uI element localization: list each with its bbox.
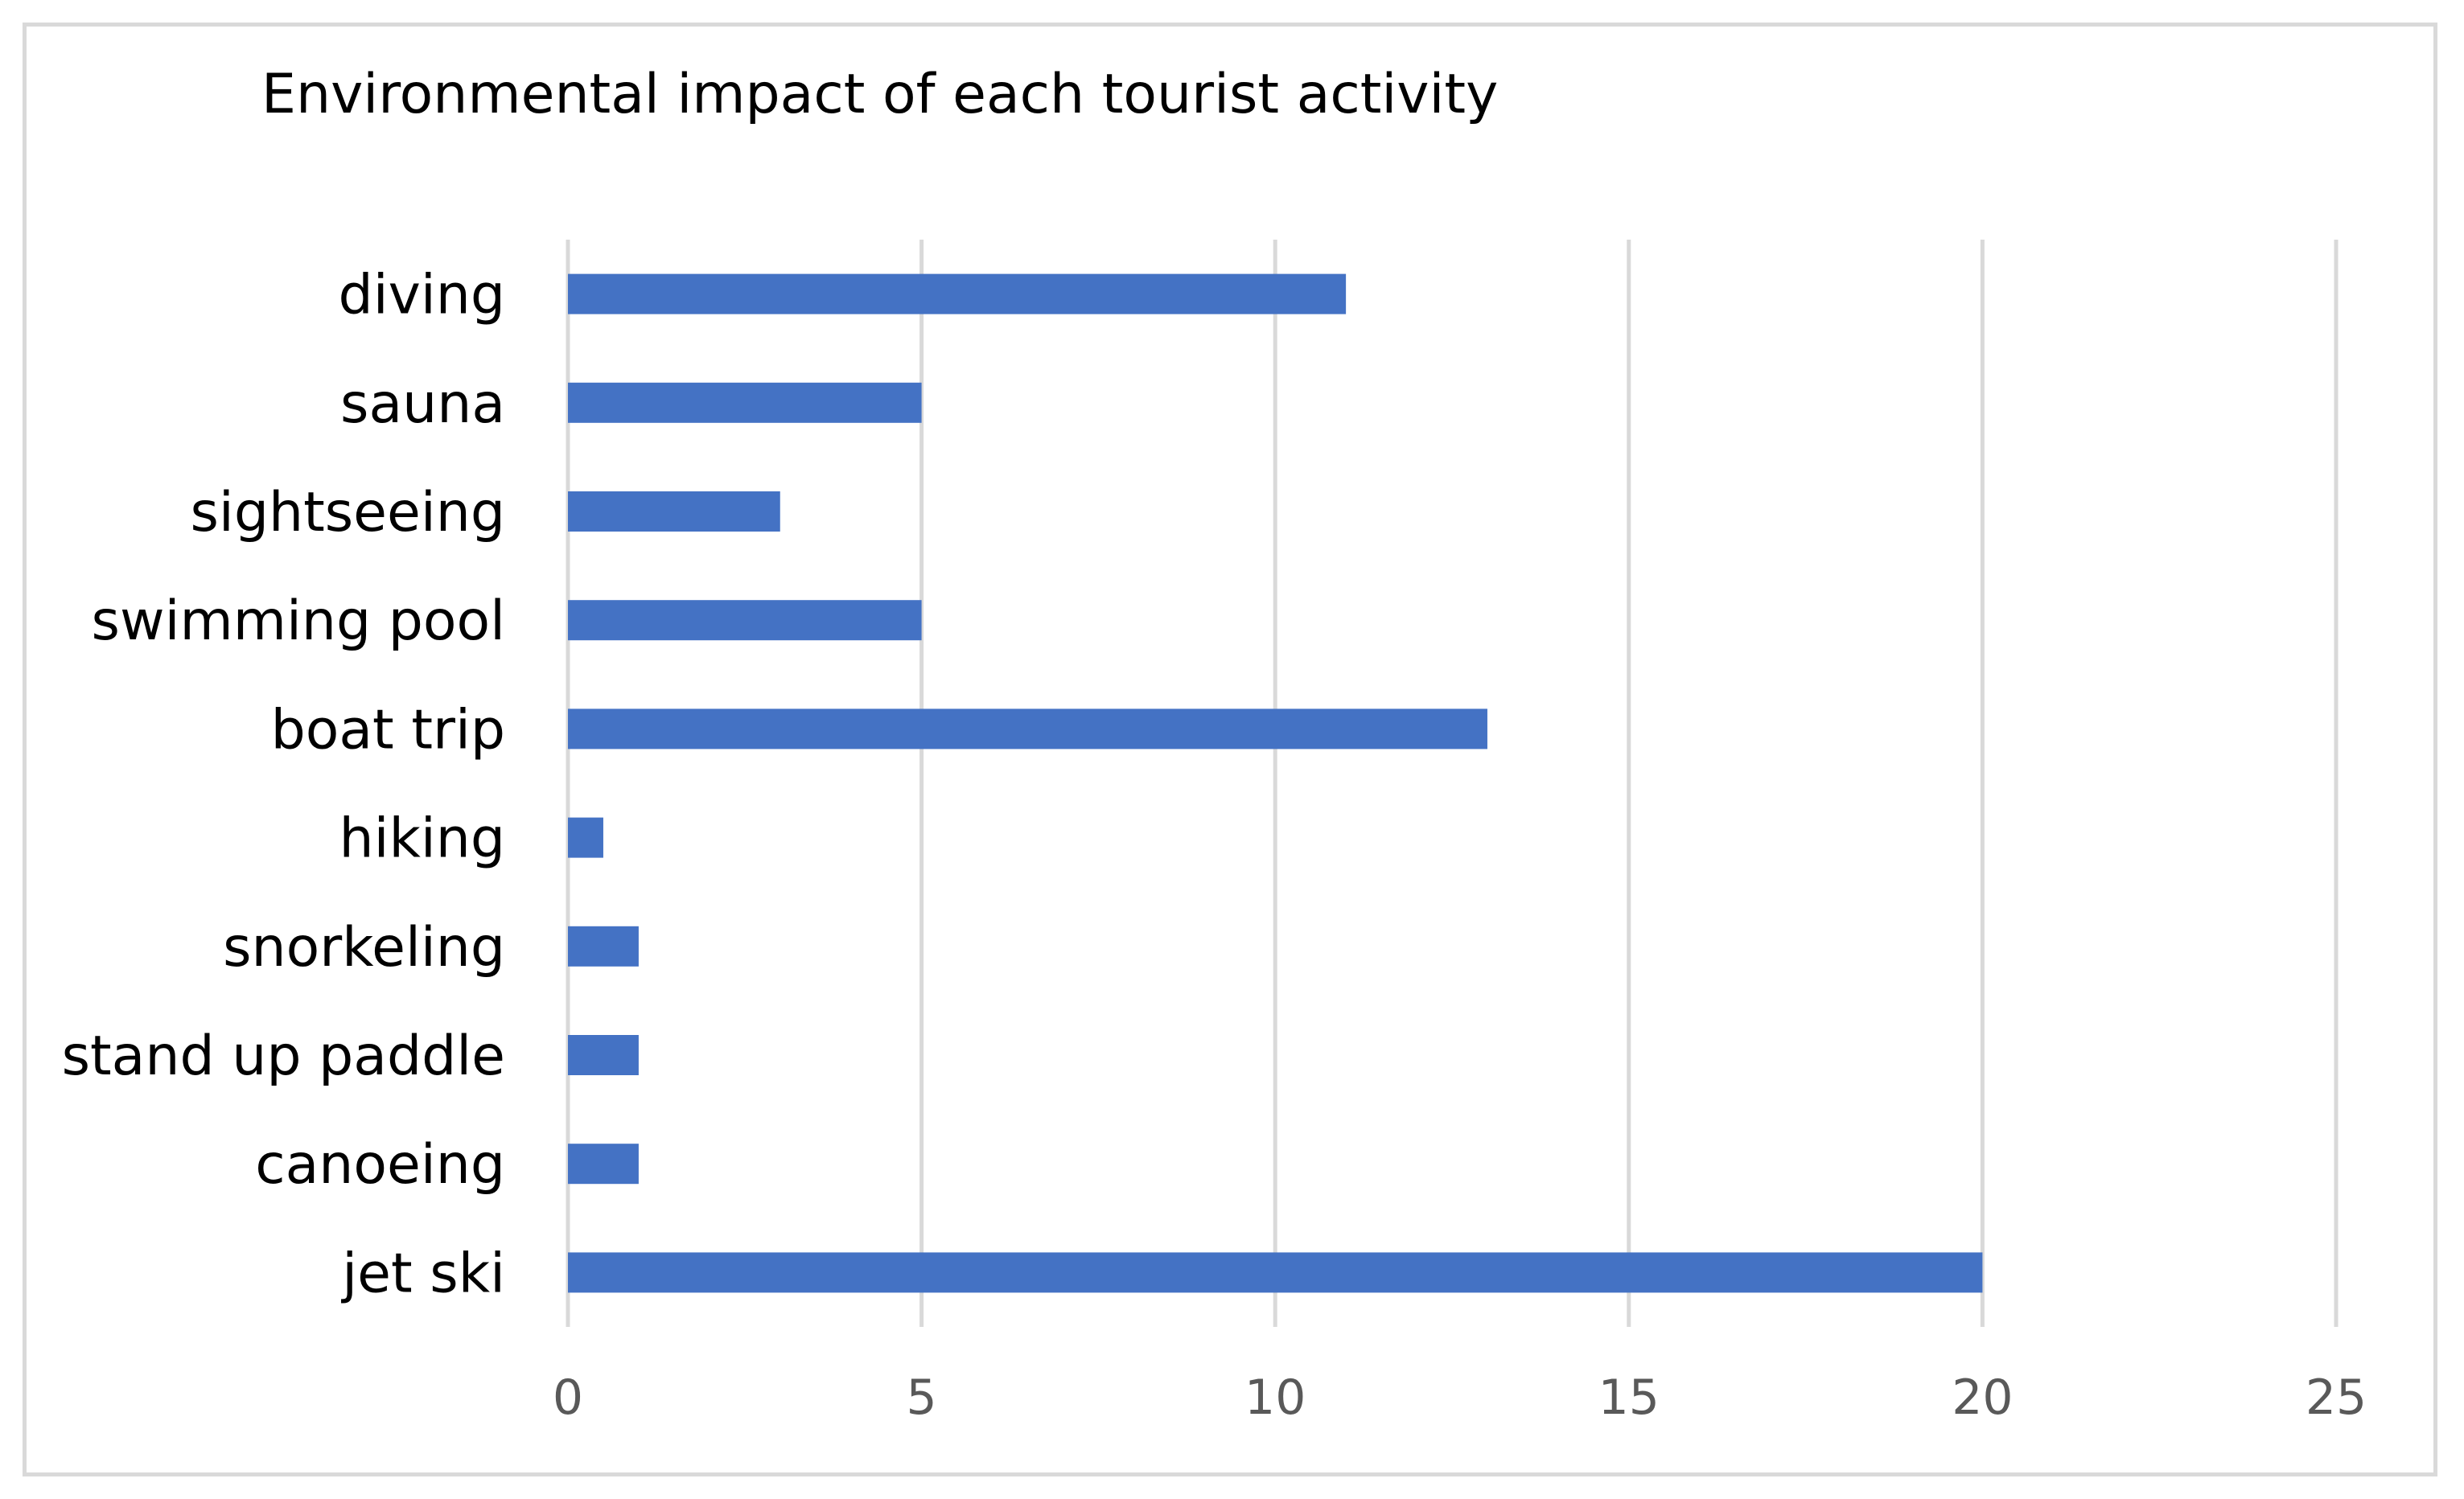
x-tick-label: 5 bbox=[907, 1370, 937, 1426]
chart-frame bbox=[23, 23, 2437, 1476]
bar-canoeing bbox=[568, 1144, 639, 1185]
x-tick-label: 15 bbox=[1598, 1370, 1660, 1426]
x-tick-label: 20 bbox=[1952, 1370, 2013, 1426]
category-label: canoeing bbox=[255, 1133, 505, 1197]
category-label: hiking bbox=[339, 807, 505, 871]
category-label: swimming pool bbox=[92, 589, 505, 653]
category-label: diving bbox=[339, 264, 505, 327]
category-label: boat trip bbox=[271, 698, 505, 762]
x-tick-label: 25 bbox=[2306, 1370, 2367, 1426]
x-tick-labels: 0 5 10 15 20 25 bbox=[553, 1370, 2367, 1426]
category-labels: diving sauna sightseeing swimming pool boat … bbox=[62, 264, 505, 1306]
bar-sightseeing bbox=[568, 491, 780, 532]
category-label: snorkeling bbox=[223, 916, 505, 979]
bar-snorkeling bbox=[568, 926, 639, 967]
bar-stand-up-paddle bbox=[568, 1035, 639, 1075]
bar-boat-trip bbox=[568, 708, 1487, 750]
x-tick-label: 0 bbox=[553, 1370, 583, 1426]
category-label: stand up paddle bbox=[62, 1025, 505, 1088]
bar-hiking bbox=[568, 817, 603, 858]
chart-title: Environmental impact of each tourist act… bbox=[261, 63, 1499, 126]
x-tick-label: 10 bbox=[1244, 1370, 1306, 1426]
category-label: sauna bbox=[340, 372, 505, 436]
category-label: sightseeing bbox=[191, 481, 506, 544]
bar-sauna bbox=[568, 382, 922, 423]
bar-diving bbox=[568, 273, 1347, 314]
bars bbox=[568, 273, 1983, 1293]
bar-jet-ski bbox=[568, 1252, 1983, 1293]
category-label: jet ski bbox=[340, 1242, 505, 1305]
bar-swimming-pool bbox=[568, 600, 922, 641]
